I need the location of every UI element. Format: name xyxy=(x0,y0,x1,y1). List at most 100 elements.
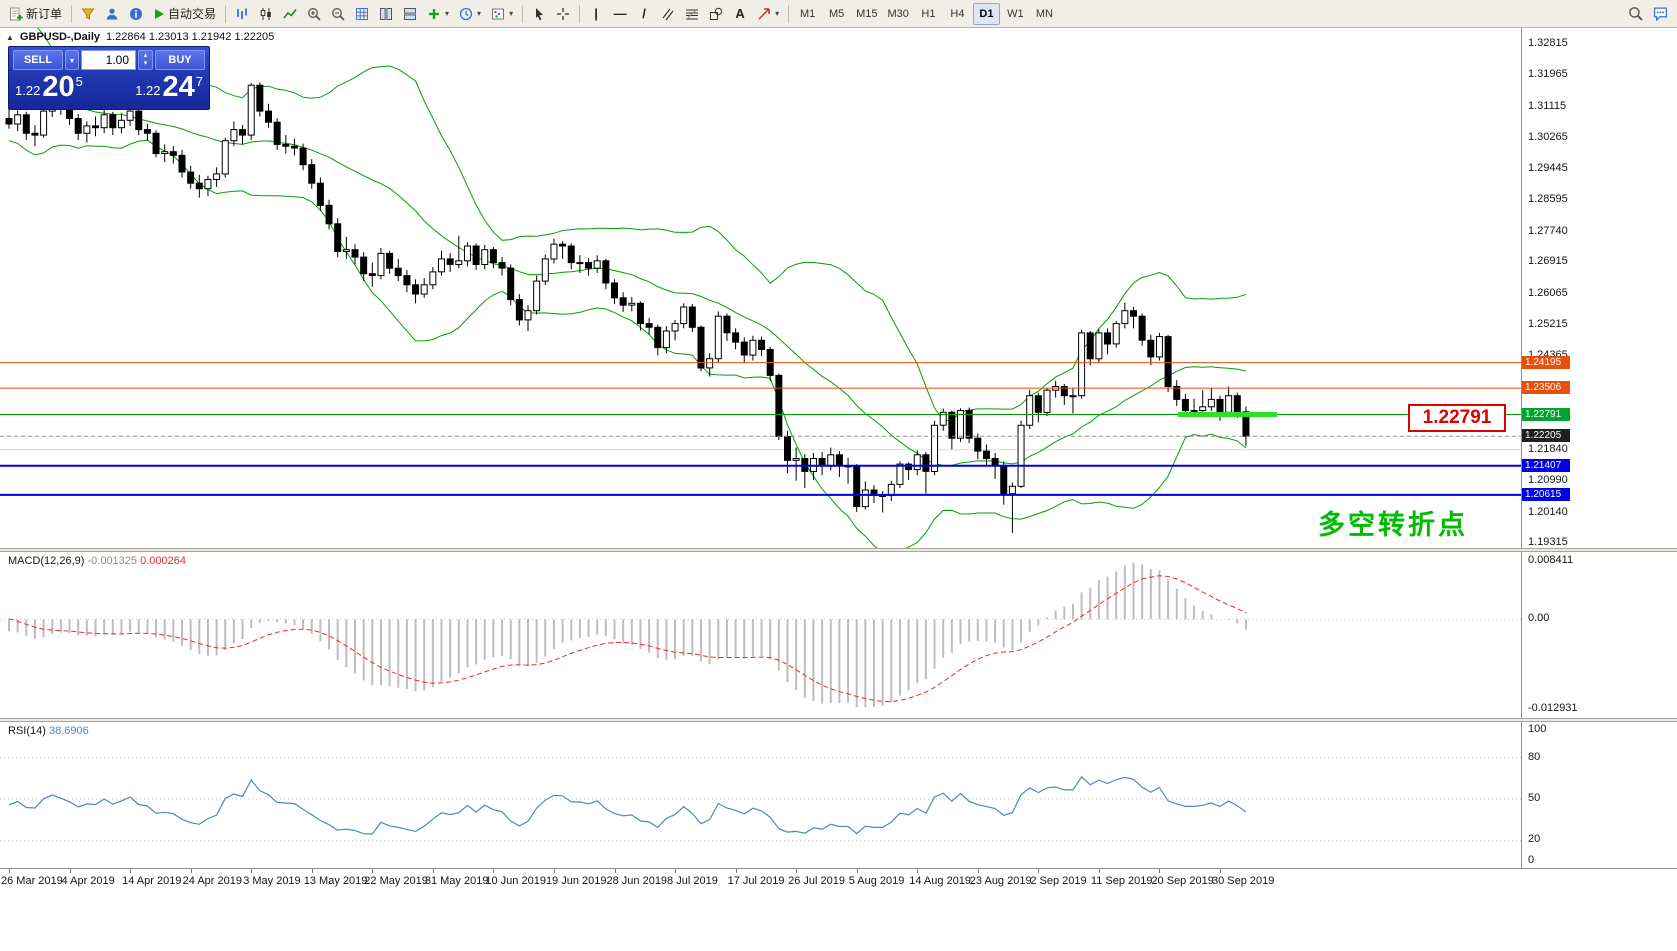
info-button[interactable] xyxy=(125,3,147,25)
time-axis[interactable]: 26 Mar 2019 4 Apr 2019 14 Apr 2019 24 Apr 2… xyxy=(0,868,1677,951)
vertical-line-button[interactable]: | xyxy=(585,3,607,25)
candle-chart-button[interactable] xyxy=(255,3,277,25)
zoom-out-icon xyxy=(332,7,345,21)
grid-button[interactable] xyxy=(351,3,373,25)
macd-canvas[interactable] xyxy=(0,552,1522,718)
timeframe-m30-button[interactable]: M30 xyxy=(884,3,913,25)
line-chart-icon xyxy=(283,8,297,18)
autotrade-button[interactable]: 自动交易 xyxy=(149,3,220,25)
shapes-button[interactable] xyxy=(705,3,727,25)
spinner-down-icon[interactable]: ▾ xyxy=(143,60,148,67)
time-axis-tick xyxy=(1098,869,1100,873)
templates-button[interactable]: ▾ xyxy=(487,3,517,25)
rsi-canvas[interactable] xyxy=(0,722,1522,868)
tile-windows-button[interactable] xyxy=(375,3,397,25)
crosshair-icon xyxy=(557,7,570,20)
collapse-panel-icon[interactable]: ▲ xyxy=(6,32,14,42)
timeframe-group: M1 M5 M15 M30 H1 H4 D1 W1 MN xyxy=(793,2,1059,25)
ohlc-values: 1.22864 1.23013 1.21942 1.22205 xyxy=(106,31,275,43)
zoom-out-button[interactable] xyxy=(327,3,349,25)
text-tool-button[interactable]: A xyxy=(729,3,751,25)
timeframe-m15-button[interactable]: M15 xyxy=(852,3,881,25)
zoom-in-icon xyxy=(308,7,321,21)
timeframe-w1-button[interactable]: W1 xyxy=(1002,3,1029,25)
time-axis-label: 23 Aug 2019 xyxy=(969,875,1032,887)
time-axis-label: 3 May 2019 xyxy=(243,875,301,887)
grid-icon xyxy=(356,7,369,20)
price-tag: 1.21407 xyxy=(1522,458,1570,472)
horizontal-line-icon: — xyxy=(613,6,627,21)
volume-input[interactable] xyxy=(81,50,136,70)
rsi-axis-label: 100 xyxy=(1528,723,1547,735)
profile-button[interactable] xyxy=(101,3,123,25)
funnel-icon xyxy=(81,8,95,20)
time-axis-tick xyxy=(1038,869,1040,873)
indicators-button[interactable]: ▾ xyxy=(423,3,453,25)
time-axis-tick xyxy=(190,869,192,873)
time-axis-label: 19 Jun 2019 xyxy=(545,875,607,887)
chevron-down-icon: ▾ xyxy=(445,9,450,18)
price-tag: 1.24195 xyxy=(1522,355,1570,369)
favorites-button[interactable] xyxy=(77,3,99,25)
fibonacci-icon xyxy=(686,8,699,19)
bar-chart-button[interactable] xyxy=(231,3,253,25)
time-axis-label: 31 May 2019 xyxy=(424,875,489,887)
macd-signal-value: 0.000264 xyxy=(140,555,186,567)
search-button[interactable] xyxy=(1624,3,1647,25)
periods-button[interactable]: ▾ xyxy=(455,3,485,25)
timeframe-h1-button[interactable]: H1 xyxy=(915,3,942,25)
new-order-button[interactable]: 新订单 xyxy=(5,3,66,25)
toolbar-separator xyxy=(225,4,227,23)
chevron-down-icon: ▾ xyxy=(509,9,514,18)
cascade-windows-button[interactable] xyxy=(399,3,421,25)
cursor-button[interactable] xyxy=(528,3,550,25)
rsi-axis-label: 20 xyxy=(1528,833,1541,846)
trendline-icon: / xyxy=(642,6,646,21)
rsi-axis-label: 50 xyxy=(1528,792,1541,804)
time-axis-tick xyxy=(69,869,71,873)
time-axis-tick xyxy=(977,869,979,873)
candlestick-icon xyxy=(260,7,271,20)
ask-big-digits: 24 xyxy=(162,71,195,103)
sell-options-dropdown[interactable]: ▾ xyxy=(65,50,79,70)
crosshair-button[interactable] xyxy=(552,3,574,25)
zoom-in-button[interactable] xyxy=(303,3,325,25)
sell-button[interactable]: SELL xyxy=(13,50,63,70)
main-chart-canvas[interactable] xyxy=(0,28,1522,548)
horizontal-line-button[interactable]: — xyxy=(609,3,631,25)
bid-prefix: 1.22 xyxy=(15,83,41,98)
line-chart-button[interactable] xyxy=(279,3,301,25)
trendline-button[interactable]: / xyxy=(633,3,655,25)
channel-button[interactable] xyxy=(657,3,679,25)
chat-button[interactable] xyxy=(1649,3,1672,25)
timeframe-h4-button[interactable]: H4 xyxy=(944,3,971,25)
time-axis-tick xyxy=(735,869,737,873)
fibonacci-button[interactable] xyxy=(681,3,703,25)
rsi-axis[interactable]: 100 80 50 20 0 xyxy=(1521,722,1677,868)
timeframe-d1-button[interactable]: D1 xyxy=(972,2,1000,25)
chevron-down-icon: ▾ xyxy=(775,9,780,18)
timeframe-mn-button[interactable]: MN xyxy=(1031,3,1058,25)
clock-icon xyxy=(459,7,473,20)
cascade-windows-icon xyxy=(404,7,417,20)
time-axis-tick xyxy=(614,869,616,873)
timeframe-m5-button[interactable]: M5 xyxy=(823,3,850,25)
time-axis-tick xyxy=(130,869,132,873)
bid-pipette: 5 xyxy=(75,74,83,89)
buy-button[interactable]: BUY xyxy=(155,50,205,70)
play-icon xyxy=(155,8,165,19)
arrows-button[interactable]: ▾ xyxy=(753,3,783,25)
macd-axis[interactable]: 0.008411 0.00 -0.012931 xyxy=(1521,552,1677,718)
time-axis-tick xyxy=(311,869,313,873)
time-axis-label: 22 May 2019 xyxy=(364,875,428,887)
panel-resizer-macd[interactable] xyxy=(0,548,1677,552)
toolbar-separator xyxy=(579,4,581,23)
spinner-up-icon[interactable]: ▴ xyxy=(143,52,148,59)
price-axis-label: 1.25215 xyxy=(1528,317,1568,330)
panel-resizer-rsi[interactable] xyxy=(0,718,1677,722)
new-order-label: 新订单 xyxy=(26,7,63,21)
timeframe-m1-button[interactable]: M1 xyxy=(794,3,821,25)
volume-spinner[interactable]: ▴ ▾ xyxy=(138,50,153,70)
chart-window[interactable]: 1.32815 1.31965 1.31115 1.30265 1.29445 1.285… xyxy=(0,28,1677,951)
price-axis[interactable]: 1.32815 1.31965 1.31115 1.30265 1.29445 1.285… xyxy=(1521,28,1677,548)
